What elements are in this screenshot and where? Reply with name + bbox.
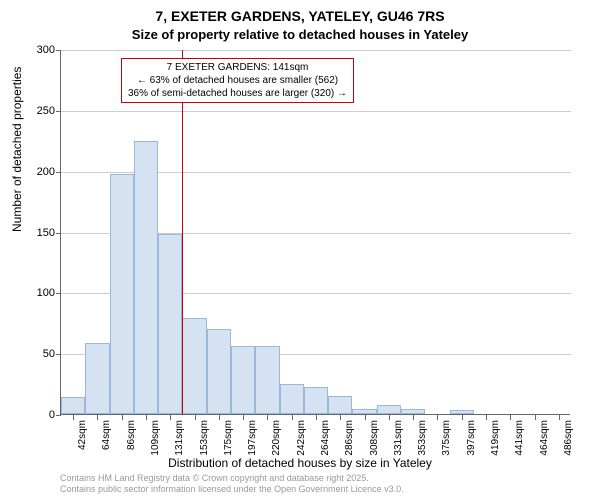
chart-title-sub: Size of property relative to detached ho…: [0, 27, 600, 42]
x-tick: [559, 415, 560, 420]
plot-area: 05010015020025030042sqm64sqm86sqm109sqm1…: [60, 50, 570, 415]
y-tick: [56, 354, 61, 355]
x-tick-label: 42sqm: [77, 420, 88, 450]
x-tick-label: 397sqm: [466, 420, 477, 456]
x-tick-label: 419sqm: [490, 420, 501, 456]
y-tick-label: 300: [37, 44, 55, 56]
histogram-bar: [328, 396, 352, 414]
y-tick: [56, 233, 61, 234]
x-tick: [267, 415, 268, 420]
footer-text: Contains HM Land Registry data © Crown c…: [60, 473, 404, 496]
y-tick-label: 250: [37, 105, 55, 117]
x-tick-label: 175sqm: [223, 420, 234, 456]
x-tick: [340, 415, 341, 420]
x-tick: [365, 415, 366, 420]
histogram-bar: [377, 405, 401, 414]
x-tick-label: 242sqm: [296, 420, 307, 456]
y-tick: [56, 111, 61, 112]
y-tick-label: 100: [37, 287, 55, 299]
x-tick-label: 220sqm: [271, 420, 282, 456]
x-tick-label: 308sqm: [369, 420, 380, 456]
x-tick: [316, 415, 317, 420]
histogram-bar: [61, 397, 85, 414]
chart-title-main: 7, EXETER GARDENS, YATELEY, GU46 7RS: [0, 8, 600, 24]
x-tick-label: 264sqm: [320, 420, 331, 456]
histogram-bar: [401, 409, 425, 414]
y-tick: [56, 172, 61, 173]
x-tick: [146, 415, 147, 420]
x-axis-label: Distribution of detached houses by size …: [0, 456, 600, 470]
histogram-bar: [134, 141, 158, 414]
x-tick: [97, 415, 98, 420]
x-tick-label: 353sqm: [417, 420, 428, 456]
x-tick: [462, 415, 463, 420]
x-tick-label: 64sqm: [101, 420, 112, 450]
x-tick-label: 109sqm: [150, 420, 161, 456]
x-tick: [292, 415, 293, 420]
annotation-line2: ← 63% of detached houses are smaller (56…: [128, 74, 347, 87]
histogram-bar: [304, 387, 328, 414]
y-tick: [56, 415, 61, 416]
footer-line1: Contains HM Land Registry data © Crown c…: [60, 473, 404, 485]
histogram-bar: [158, 234, 182, 414]
x-tick: [413, 415, 414, 420]
x-tick: [195, 415, 196, 420]
x-tick: [535, 415, 536, 420]
histogram-bar: [207, 329, 231, 414]
annotation-line1: 7 EXETER GARDENS: 141sqm: [128, 61, 347, 74]
x-tick: [389, 415, 390, 420]
x-tick-label: 486sqm: [563, 420, 574, 456]
histogram-bar: [85, 343, 109, 414]
x-tick: [437, 415, 438, 420]
gridline: [61, 50, 571, 51]
footer-line2: Contains public sector information licen…: [60, 484, 404, 496]
histogram-bar: [280, 384, 304, 414]
x-tick-label: 375sqm: [441, 420, 452, 456]
y-axis-label: Number of detached properties: [10, 67, 24, 232]
x-tick-label: 131sqm: [174, 420, 185, 456]
y-tick: [56, 293, 61, 294]
histogram-bar: [182, 318, 206, 414]
x-tick-label: 464sqm: [539, 420, 550, 456]
histogram-bar: [352, 409, 376, 414]
x-tick-label: 197sqm: [247, 420, 258, 456]
x-tick-label: 153sqm: [199, 420, 210, 456]
x-tick: [73, 415, 74, 420]
histogram-bar: [110, 174, 134, 414]
x-tick: [510, 415, 511, 420]
x-tick-label: 286sqm: [344, 420, 355, 456]
y-tick-label: 200: [37, 166, 55, 178]
histogram-bar: [255, 346, 279, 414]
x-tick: [486, 415, 487, 420]
histogram-bar: [450, 410, 474, 414]
y-tick-label: 0: [49, 409, 55, 421]
x-tick-label: 86sqm: [126, 420, 137, 450]
y-tick: [56, 50, 61, 51]
histogram-bar: [231, 346, 255, 414]
reference-line: [182, 50, 183, 414]
gridline: [61, 111, 571, 112]
y-tick-label: 50: [43, 348, 55, 360]
x-tick-label: 441sqm: [514, 420, 525, 456]
annotation-box: 7 EXETER GARDENS: 141sqm← 63% of detache…: [121, 58, 354, 103]
chart-container: 05010015020025030042sqm64sqm86sqm109sqm1…: [60, 50, 570, 415]
x-tick-label: 331sqm: [393, 420, 404, 456]
y-tick-label: 150: [37, 227, 55, 239]
x-tick: [122, 415, 123, 420]
x-tick: [170, 415, 171, 420]
x-tick: [219, 415, 220, 420]
annotation-line3: 36% of semi-detached houses are larger (…: [128, 87, 347, 100]
x-tick: [243, 415, 244, 420]
